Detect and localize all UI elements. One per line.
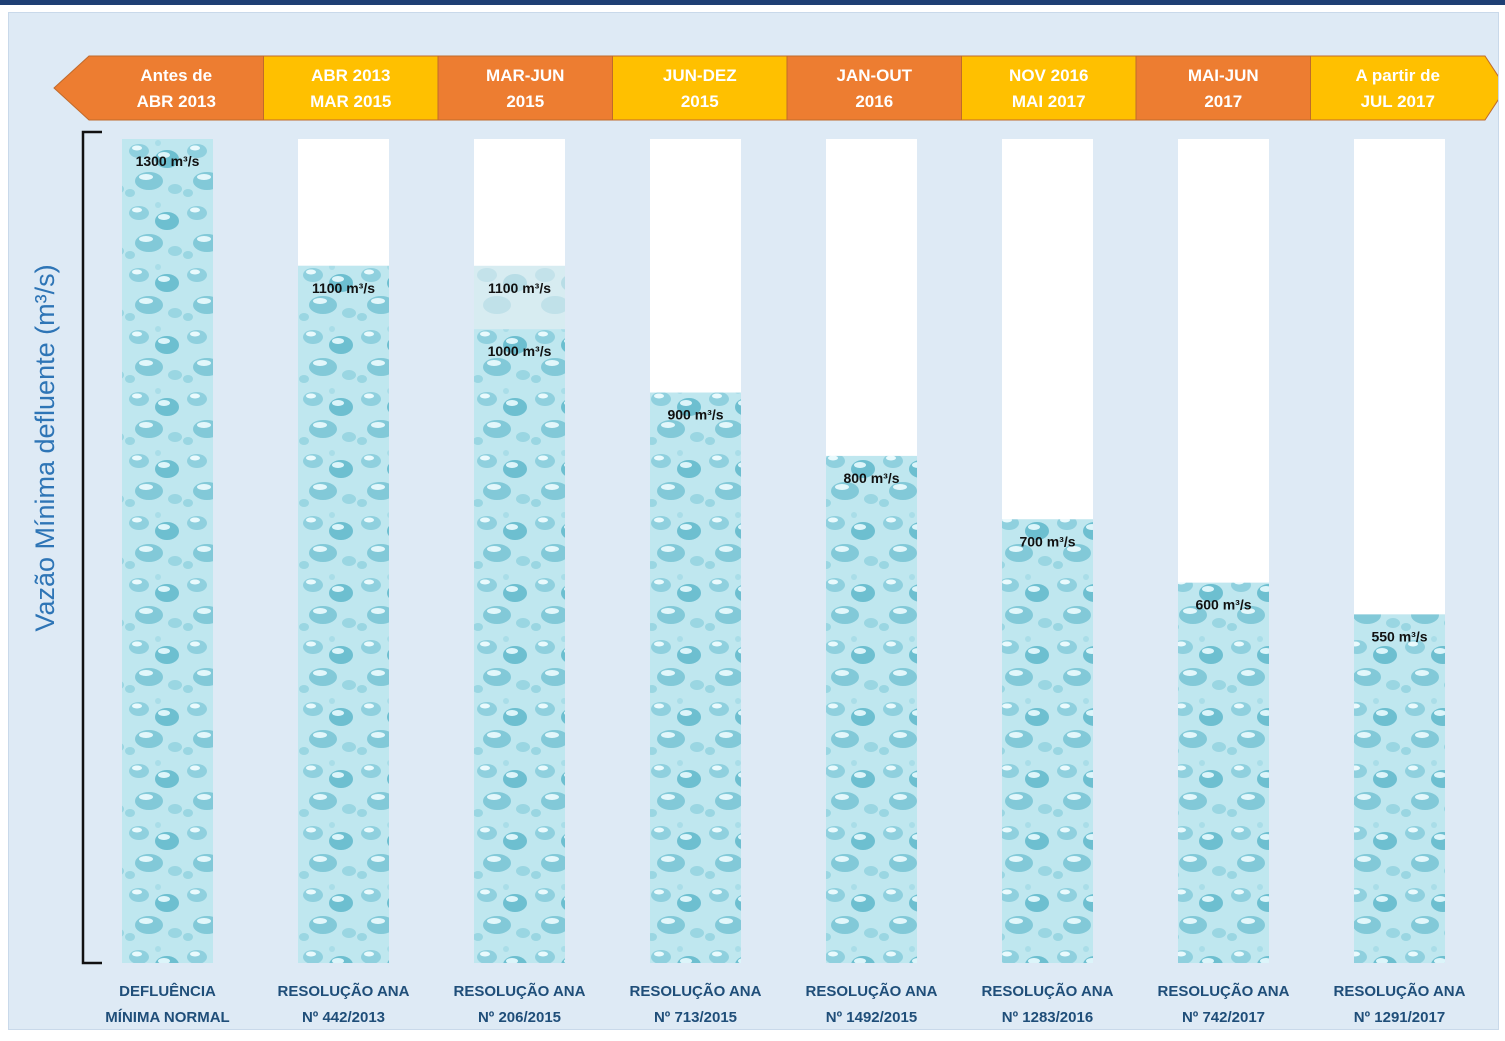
bar-empty-portion xyxy=(826,139,917,456)
y-axis-bracket xyxy=(81,130,102,965)
category-label-line1: RESOLUÇÃO ANA xyxy=(1158,982,1290,1000)
bar-value-label: 1100 m³/s xyxy=(312,280,375,296)
bar-empty-portion xyxy=(1178,139,1269,583)
category-label-line1: RESOLUÇÃO ANA xyxy=(630,982,762,1000)
category-label-line1: RESOLUÇÃO ANA xyxy=(982,982,1114,1000)
bar xyxy=(474,329,565,964)
bar xyxy=(1178,582,1269,963)
timeline-period-line1: MAI-JUN xyxy=(1188,66,1259,85)
category-label-line2: Nº 1283/2016 xyxy=(1002,1009,1093,1026)
bar-value-label: 700 m³/s xyxy=(1019,533,1075,549)
timeline-period-line1: A partir de xyxy=(1356,66,1440,85)
bar-value-label: 600 m³/s xyxy=(1195,597,1251,613)
timeline-period-line2: MAI 2017 xyxy=(1012,92,1086,111)
bar xyxy=(826,455,917,963)
timeline-period-line2: 2015 xyxy=(681,92,719,111)
top-frame-rule xyxy=(0,0,1505,5)
timeline-period-line2: 2015 xyxy=(506,92,544,111)
timeline-period-line1: JUN-DEZ xyxy=(663,66,737,85)
category-label-line2: Nº 1492/2015 xyxy=(826,1009,917,1026)
bar xyxy=(122,139,213,963)
timeline-period-line2: 2016 xyxy=(855,92,893,111)
bar-value-label: 1300 m³/s xyxy=(136,153,200,169)
category-labels: DEFLUÊNCIA MÍNIMA NORMAL RESOLUÇÃO ANA Nº 4… xyxy=(105,982,1465,1026)
category-label-line2: Nº 742/2017 xyxy=(1182,1009,1265,1026)
bar-empty-portion xyxy=(650,139,741,393)
bars: 1300 m³/s 1100 m³/s 1100 m³/s 1000 m³/s 900 … xyxy=(122,139,1445,964)
bar-empty-portion xyxy=(1002,139,1093,520)
timeline-period-line2: JUL 2017 xyxy=(1361,92,1435,111)
bar xyxy=(1354,614,1445,963)
category-label-line2: MÍNIMA NORMAL xyxy=(105,1009,229,1026)
timeline-period-line1: JAN-OUT xyxy=(836,66,912,85)
timeline-segment xyxy=(1310,55,1498,121)
category-label-line2: Nº 442/2013 xyxy=(302,1009,385,1026)
bar-previous-level xyxy=(474,265,565,330)
bar-previous-value-label: 1100 m³/s xyxy=(488,280,551,296)
category-label-line1: RESOLUÇÃO ANA xyxy=(1334,982,1466,1000)
timeline-period-line1: MAR-JUN xyxy=(486,66,564,85)
bar xyxy=(1002,519,1093,963)
bar xyxy=(298,265,389,963)
category-label-line1: RESOLUÇÃO ANA xyxy=(278,982,410,1000)
bar xyxy=(650,392,741,963)
category-label-line1: RESOLUÇÃO ANA xyxy=(806,982,938,1000)
category-label-line2: Nº 713/2015 xyxy=(654,1009,737,1026)
category-label-line1: DEFLUÊNCIA xyxy=(119,982,216,1000)
chart-canvas: Antes de ABR 2013 ABR 2013 MAR 2015 MAR-JUN 2… xyxy=(8,12,1499,1030)
bar-value-label: 1000 m³/s xyxy=(488,343,552,359)
timeline-arrow: Antes de ABR 2013 ABR 2013 MAR 2015 MAR-JUN 2… xyxy=(53,55,1498,121)
timeline-period-line2: ABR 2013 xyxy=(137,92,216,111)
bar-value-label: 900 m³/s xyxy=(667,407,723,423)
bar-value-label: 550 m³/s xyxy=(1371,628,1427,644)
category-label-line2: Nº 206/2015 xyxy=(478,1009,561,1026)
timeline-period-line1: Antes de xyxy=(140,66,212,85)
timeline-period-line2: 2017 xyxy=(1204,92,1242,111)
category-label-line1: RESOLUÇÃO ANA xyxy=(454,982,586,1000)
bar-empty-portion xyxy=(1354,139,1445,615)
y-axis-title: Vazão Mínima defluente (m³/s) xyxy=(30,264,60,631)
category-label-line2: Nº 1291/2017 xyxy=(1354,1009,1445,1026)
bar-empty-portion xyxy=(298,139,389,266)
timeline-period-line2: MAR 2015 xyxy=(310,92,391,111)
minimum-outflow-chart: Antes de ABR 2013 ABR 2013 MAR 2015 MAR-JUN 2… xyxy=(30,55,1498,1026)
bar-value-label: 800 m³/s xyxy=(843,470,899,486)
timeline-period-line1: NOV 2016 xyxy=(1009,66,1088,85)
timeline-period-line1: ABR 2013 xyxy=(311,66,390,85)
